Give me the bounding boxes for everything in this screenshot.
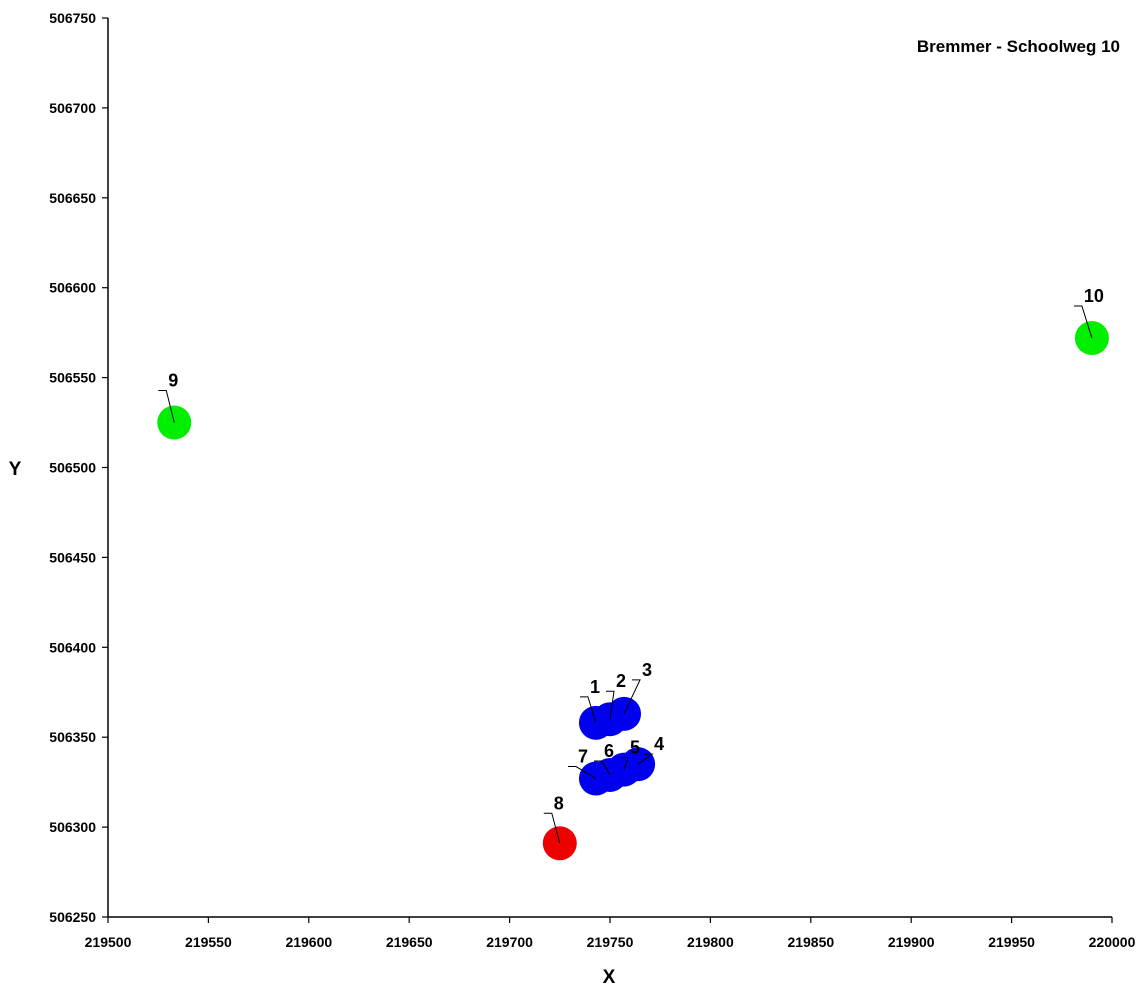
x-tick-label: 219900 [888,934,935,950]
point-9-label: 9 [168,371,178,391]
x-tick-label: 220000 [1089,934,1136,950]
point-3-label: 3 [642,660,652,680]
point-9-leader [158,390,175,423]
y-tick-label: 506650 [49,190,96,206]
y-tick-label: 506750 [49,10,96,26]
y-axis: 506250 506300 506350 506400 506450 506500 5065… [49,10,109,925]
point-4-label: 4 [654,734,664,754]
x-tick-label: 219700 [486,934,533,950]
y-axis-title: Y [9,459,22,480]
point-5-label: 5 [630,738,640,758]
point-2-leader [606,690,615,720]
point-4-leader [637,753,654,765]
point-6-label: 6 [604,741,614,761]
y-tick-label: 506300 [49,819,96,835]
y-tick-label: 506500 [49,460,96,476]
point-10-leader [1073,305,1093,339]
point-10-label: 10 [1084,286,1104,306]
point-7-leader [567,766,597,779]
point-3-leader [623,679,641,715]
x-tick-label: 219950 [988,934,1035,950]
y-tick-label: 506700 [49,100,96,116]
point-1-leader [579,696,597,723]
y-tick-label: 506400 [49,639,96,655]
point-7-label: 7 [578,747,588,767]
point-5-leader [620,757,629,770]
y-tick-label: 506250 [49,909,96,925]
point-2-label: 2 [616,671,626,691]
y-tick-label: 506450 [49,549,96,565]
x-tick-label: 219650 [386,934,433,950]
x-tick-label: 219850 [787,934,834,950]
x-tick-label: 219750 [587,934,634,950]
x-tick-label: 219500 [85,934,132,950]
x-axis-title: X [603,967,616,986]
y-tick-label: 506550 [49,370,96,386]
point-1-label: 1 [590,677,600,697]
point-8-label: 8 [554,793,564,813]
x-axis: 219500 219550 219600 219650 219700 219750 2198… [85,916,1136,950]
y-tick-label: 506600 [49,280,96,296]
point-8-leader [543,812,561,844]
y-tick-label: 506350 [49,729,96,745]
chart-title: Bremmer - Schoolweg 10 [917,37,1120,56]
point-6-leader [594,760,611,776]
data-points [157,321,1109,861]
x-tick-label: 219800 [687,934,734,950]
x-tick-label: 219600 [285,934,332,950]
x-tick-label: 219550 [185,934,232,950]
